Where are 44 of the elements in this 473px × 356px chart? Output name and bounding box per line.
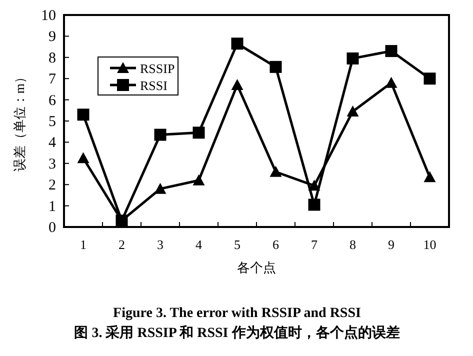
point bbox=[77, 152, 90, 164]
point bbox=[192, 126, 205, 139]
x-tick-label: 5 bbox=[234, 237, 240, 252]
point bbox=[154, 182, 166, 194]
y-tick-label: 0 bbox=[48, 220, 56, 236]
y-tick-label: 4 bbox=[48, 135, 56, 152]
x-tick-label: 4 bbox=[196, 237, 202, 252]
y-tick-label: 2 bbox=[48, 178, 56, 194]
point bbox=[231, 78, 244, 90]
point bbox=[77, 108, 90, 121]
point bbox=[346, 52, 359, 64]
point bbox=[346, 105, 359, 116]
point bbox=[424, 72, 436, 85]
y-tick-label: 1 bbox=[48, 198, 56, 215]
x-tick-label: 6 bbox=[272, 237, 280, 252]
point bbox=[424, 171, 436, 182]
x-tick-label: 8 bbox=[350, 237, 356, 252]
point bbox=[270, 166, 282, 177]
legend-label: RSSIP bbox=[140, 61, 175, 76]
y-tick-label: 3 bbox=[48, 156, 56, 172]
point bbox=[154, 128, 166, 141]
text: 图 3. 采用 RSSIP 和 RSSI 作为权值时，各个点的误差 bbox=[74, 325, 400, 341]
x-tick-label: 7 bbox=[311, 237, 318, 252]
x-tick-label: 2 bbox=[118, 237, 125, 252]
y-tick-label: 10 bbox=[41, 8, 56, 24]
y-tick-label: 5 bbox=[48, 114, 56, 130]
x-axis-title: 各个点 bbox=[237, 260, 276, 275]
y-axis-title: 误差（单位：m） bbox=[12, 70, 27, 172]
y-tick-label: 7 bbox=[48, 72, 56, 88]
point bbox=[192, 174, 205, 186]
x-tick-label: 1 bbox=[80, 237, 86, 252]
x-tick-label: 10 bbox=[423, 237, 436, 252]
x-tick-label: 3 bbox=[157, 237, 164, 252]
point bbox=[270, 60, 282, 73]
x-tick-label: 9 bbox=[388, 237, 394, 252]
legend-label: RSSI bbox=[140, 78, 168, 93]
y-tick-label: 8 bbox=[48, 50, 56, 66]
y-tick-label: 9 bbox=[48, 29, 56, 46]
point bbox=[231, 38, 244, 50]
point bbox=[385, 45, 398, 58]
y-tick-label: 6 bbox=[48, 92, 56, 109]
point bbox=[385, 76, 398, 88]
text: Figure 3. The error with RSSIP and RSSI bbox=[113, 306, 361, 321]
point bbox=[308, 198, 320, 211]
